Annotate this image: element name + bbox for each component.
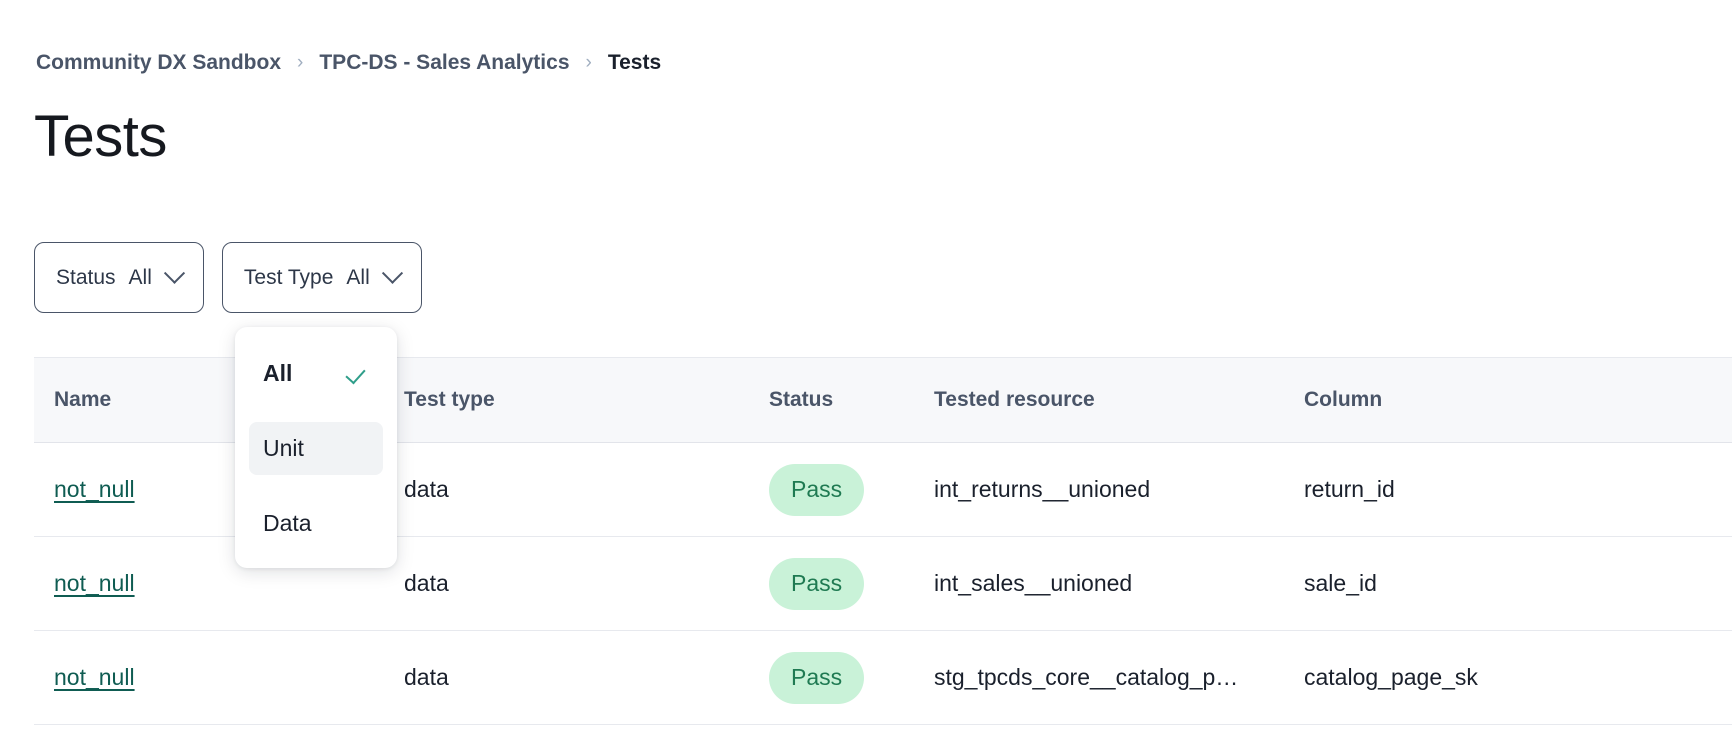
test-name-link[interactable]: not_null [54,476,135,502]
cell-tested-resource: int_returns__unioned [934,476,1151,502]
chevron-down-icon [381,262,403,284]
cell-test-type: data [404,664,449,690]
test-type-dropdown-menu: All Unit Data [235,327,397,568]
test-type-filter-value: All [346,265,370,289]
dropdown-option-label: All [263,360,293,386]
dropdown-spacer [235,475,397,497]
dropdown-option-label: Unit [263,435,304,461]
filter-bar: Status All Test Type All [34,242,422,313]
breadcrumb-item-environment[interactable]: TPC-DS - Sales Analytics [319,51,570,74]
dropdown-option-label: Data [263,510,312,536]
dropdown-spacer [235,400,397,422]
chevron-down-icon [163,262,185,284]
cell-column: catalog_page_sk [1304,664,1478,690]
cell-tested-resource: stg_tpcds_core__catalog_p… [934,664,1239,690]
test-name-link[interactable]: not_null [54,664,135,690]
breadcrumb-item-current: Tests [607,51,662,74]
table-row: not_null data Pass stg_tpcds_core__catal… [34,631,1732,725]
status-filter-label: Status [56,265,116,289]
breadcrumb: Community DX Sandbox › TPC-DS - Sales An… [36,49,661,77]
cell-column: return_id [1304,476,1395,502]
dropdown-option-all[interactable]: All [249,347,383,400]
status-badge: Pass [769,463,865,516]
status-filter-value: All [128,265,152,289]
cell-column: sale_id [1304,570,1377,596]
page-title: Tests [34,104,167,169]
status-filter-button[interactable]: Status All [34,242,204,313]
cell-test-type: data [404,570,449,596]
breadcrumb-separator-icon: › [585,52,592,73]
check-icon [345,362,369,386]
cell-status: Pass [769,651,934,704]
column-header-test-type[interactable]: Test type [404,388,495,411]
test-name-link[interactable]: not_null [54,570,135,596]
column-header-tested-resource[interactable]: Tested resource [934,388,1095,411]
column-header-name[interactable]: Name [54,388,112,411]
column-header-status[interactable]: Status [769,388,834,411]
breadcrumb-item-project[interactable]: Community DX Sandbox [36,51,282,74]
cell-test-type: data [404,476,449,502]
cell-name: not_null [34,570,404,597]
dropdown-option-data[interactable]: Data [249,497,383,550]
dropdown-option-unit[interactable]: Unit [249,422,383,475]
test-type-filter-button[interactable]: Test Type All [221,242,422,313]
status-badge: Pass [769,557,865,610]
breadcrumb-separator-icon: › [297,52,304,73]
cell-tested-resource: int_sales__unioned [934,570,1133,596]
cell-status: Pass [769,557,934,610]
test-type-filter-label: Test Type [243,265,334,289]
cell-name: not_null [34,664,404,691]
column-header-column[interactable]: Column [1304,388,1383,411]
cell-name: not_null [34,476,404,503]
status-badge: Pass [769,651,865,704]
cell-status: Pass [769,463,934,516]
